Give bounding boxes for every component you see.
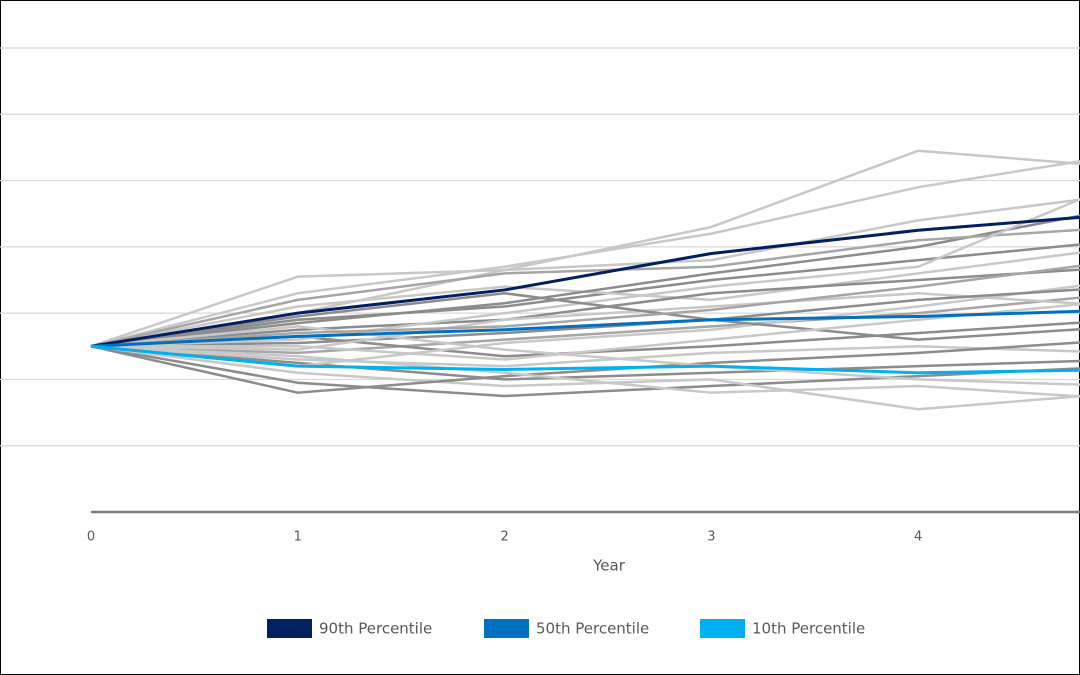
legend-label: 90th Percentile bbox=[319, 620, 432, 638]
legend-swatch bbox=[267, 619, 312, 638]
simulation-line bbox=[90, 296, 1080, 355]
percentile-line bbox=[90, 215, 1080, 348]
percentile-line bbox=[90, 344, 1080, 375]
simulation-line bbox=[90, 198, 1080, 348]
simulation-line bbox=[90, 345, 1080, 368]
x-tick-label: 1 bbox=[294, 530, 302, 545]
simulation-line bbox=[90, 251, 1080, 348]
legend: 90th Percentile 50th Percentile 10th Perce… bbox=[267, 619, 865, 638]
simulation-line bbox=[90, 288, 1080, 348]
legend-swatch bbox=[700, 619, 745, 638]
simulation-line bbox=[90, 325, 1080, 386]
simulation-line bbox=[90, 264, 1080, 348]
legend-label: 50th Percentile bbox=[536, 620, 649, 638]
simulation-line bbox=[90, 318, 1080, 348]
legend-label: 10th Percentile bbox=[752, 620, 865, 638]
simulation-lines bbox=[90, 149, 1080, 411]
simulation-line bbox=[90, 292, 1080, 351]
x-tick-label: 3 bbox=[707, 530, 715, 545]
simulation-line bbox=[90, 345, 1080, 381]
simulation-line bbox=[90, 345, 1080, 398]
axes: 0 1 2 3 4 bbox=[87, 510, 1080, 545]
percentile-line bbox=[90, 309, 1080, 348]
percentile-lines bbox=[90, 215, 1080, 375]
x-tick-label: 0 bbox=[87, 530, 95, 545]
x-axis-title: Year bbox=[592, 557, 626, 575]
legend-swatch bbox=[484, 619, 529, 638]
x-tick-label: 2 bbox=[500, 530, 508, 545]
simulation-line bbox=[90, 228, 1080, 348]
simulation-line bbox=[90, 214, 1080, 348]
simulation-line bbox=[90, 345, 1080, 398]
x-tick-label: 4 bbox=[914, 530, 922, 545]
simulation-line bbox=[90, 160, 1080, 348]
simulation-line bbox=[90, 341, 1080, 394]
simulation-line bbox=[90, 197, 1080, 348]
